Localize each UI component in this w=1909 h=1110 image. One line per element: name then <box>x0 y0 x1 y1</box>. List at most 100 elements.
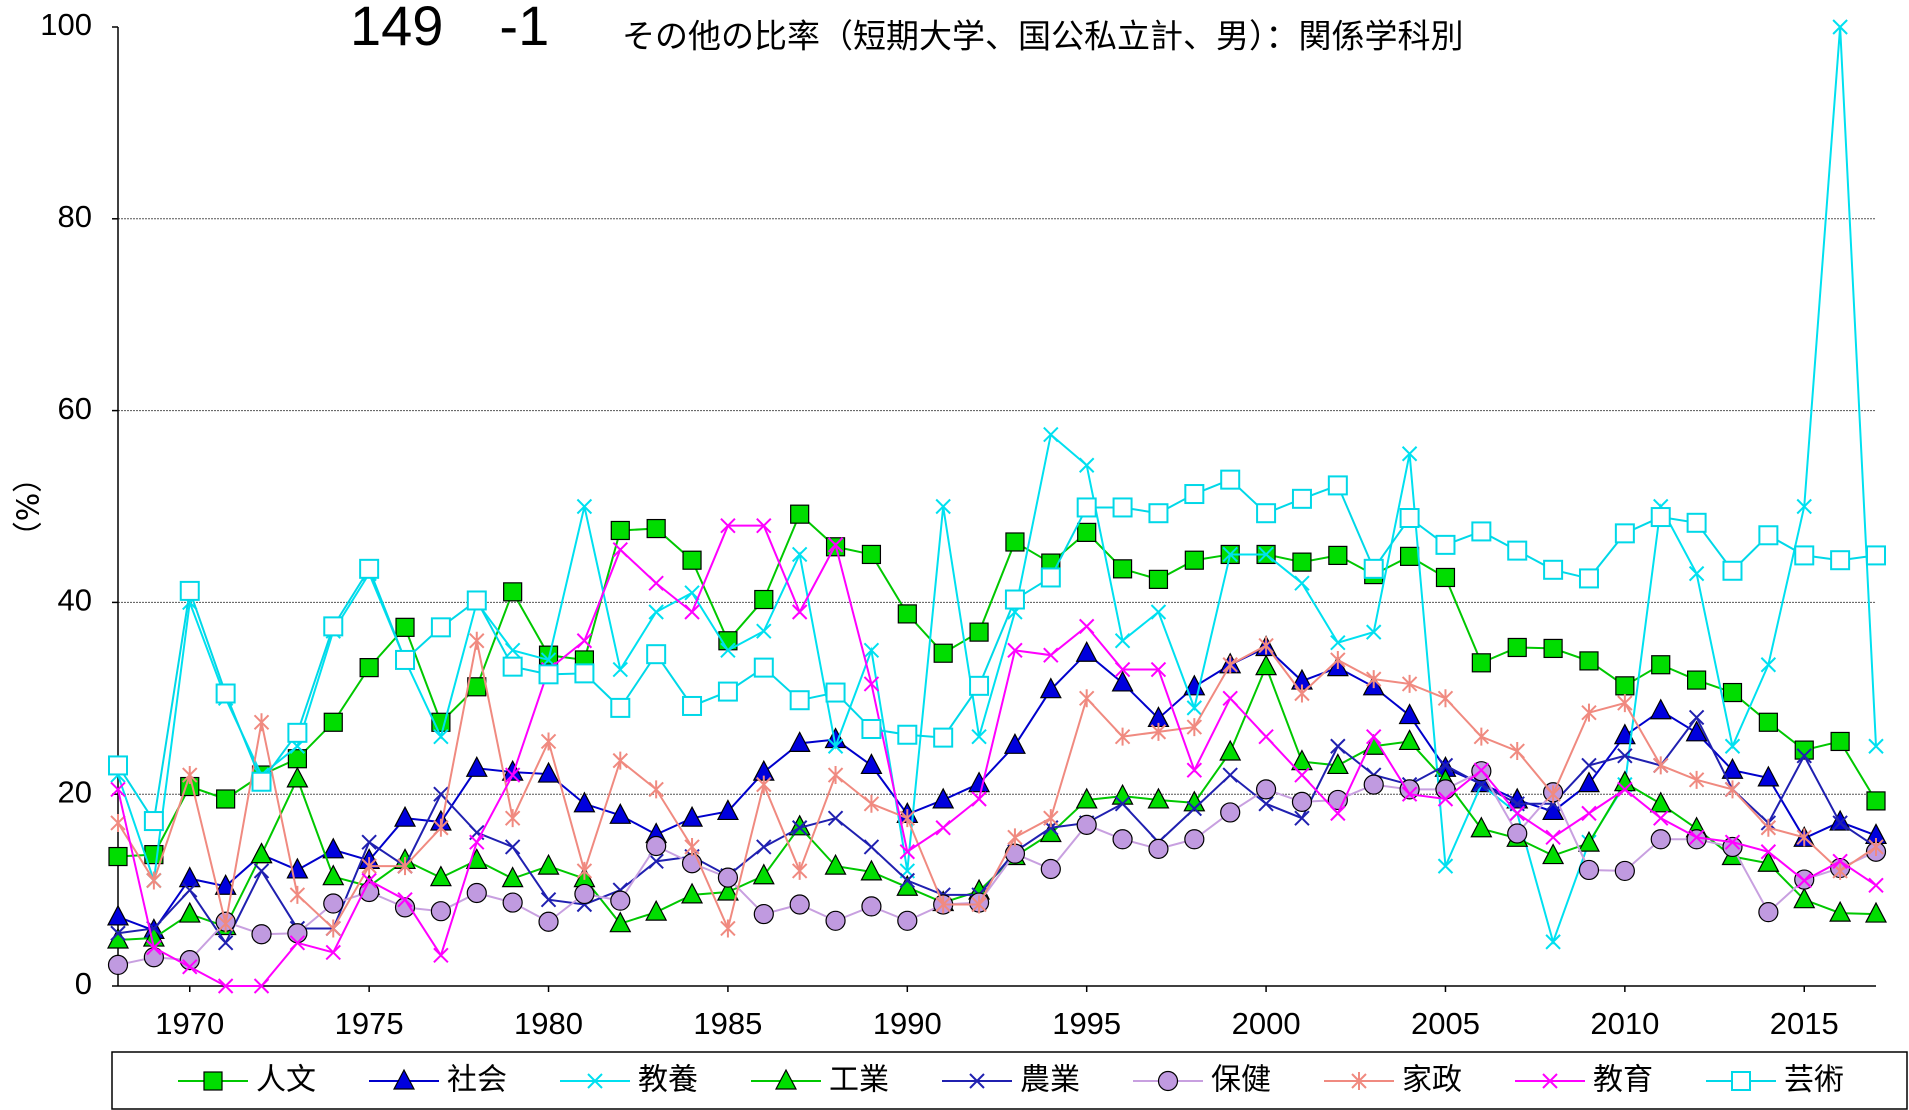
data-point <box>110 925 126 941</box>
data-point <box>1545 829 1561 846</box>
data-point <box>1794 545 1815 566</box>
data-point <box>1437 858 1454 874</box>
data-point <box>1043 809 1059 828</box>
legend-marker <box>203 1071 223 1091</box>
data-point <box>1581 805 1597 822</box>
data-point <box>146 871 162 890</box>
data-point <box>1868 837 1884 856</box>
data-point <box>1757 765 1780 787</box>
data-point <box>1832 19 1848 35</box>
data-point <box>1004 589 1025 610</box>
data-point <box>430 901 451 922</box>
data-point <box>1437 689 1454 708</box>
data-point <box>1866 791 1886 811</box>
data-point <box>720 919 736 938</box>
data-point <box>1330 738 1346 754</box>
data-point <box>860 753 883 775</box>
data-point <box>825 910 846 931</box>
legend-label: 社会 <box>447 1063 507 1098</box>
data-point <box>1114 796 1131 812</box>
data-point <box>1401 446 1418 462</box>
data-point <box>1186 700 1203 716</box>
data-point <box>1078 457 1095 473</box>
data-point <box>108 755 128 776</box>
data-point <box>756 517 772 534</box>
data-point <box>824 853 847 875</box>
data-point <box>107 954 129 976</box>
data-point <box>756 839 772 855</box>
data-point <box>791 820 808 836</box>
data-point <box>682 695 703 716</box>
data-point <box>1758 712 1778 732</box>
data-point <box>1651 655 1671 675</box>
data-point <box>179 580 200 601</box>
data-point <box>1399 546 1420 566</box>
data-point <box>466 590 487 611</box>
data-point <box>322 837 345 859</box>
data-point <box>1473 727 1490 746</box>
legend-marker <box>393 1068 415 1090</box>
data-point <box>791 546 808 563</box>
data-point <box>433 728 449 745</box>
data-point <box>576 633 593 649</box>
data-point <box>1148 503 1169 524</box>
legend-marker <box>969 1073 985 1089</box>
data-point <box>1043 426 1059 443</box>
data-point <box>612 541 628 558</box>
data-point <box>969 622 989 642</box>
legend-label: 教育 <box>1593 1063 1653 1098</box>
legend-label: 家政 <box>1402 1063 1462 1098</box>
data-point <box>1078 618 1095 635</box>
data-point <box>1222 546 1238 563</box>
data-point <box>1868 738 1884 754</box>
data-point <box>645 899 668 921</box>
data-point <box>394 897 416 918</box>
data-point <box>1363 558 1384 579</box>
data-point <box>250 842 273 864</box>
data-point <box>217 935 234 951</box>
series-line <box>117 524 1877 987</box>
x-tick-label: 1970 <box>155 1006 224 1041</box>
data-point <box>897 724 918 745</box>
data-point <box>1649 791 1672 813</box>
data-point <box>1614 523 1635 544</box>
data-point <box>287 722 308 743</box>
data-point <box>359 558 380 579</box>
data-point <box>430 617 451 638</box>
data-point <box>1077 522 1097 542</box>
data-point <box>897 910 918 931</box>
data-point <box>1617 694 1633 713</box>
x-tick-label: 2005 <box>1411 1006 1480 1041</box>
data-point <box>1326 753 1349 775</box>
data-point <box>1868 877 1884 894</box>
data-point <box>395 649 416 670</box>
data-point <box>1796 498 1812 515</box>
data-point <box>1184 829 1205 850</box>
data-point <box>217 914 234 933</box>
data-point <box>684 837 700 856</box>
y-tick-label: 80 <box>58 199 92 234</box>
data-point <box>1581 703 1597 722</box>
series <box>107 654 1887 949</box>
data-point <box>610 697 631 718</box>
data-point <box>1150 722 1167 741</box>
data-point <box>1760 818 1777 837</box>
data-point <box>716 879 739 901</box>
data-point <box>720 642 736 659</box>
data-point <box>646 518 666 539</box>
data-point <box>1255 654 1278 676</box>
data-point <box>1256 503 1277 524</box>
data-point <box>899 844 916 860</box>
data-point <box>1758 525 1779 546</box>
data-point <box>251 771 272 792</box>
data-point <box>1685 720 1708 742</box>
data-point <box>863 676 880 692</box>
data-point <box>1366 670 1382 689</box>
data-point <box>1186 718 1203 737</box>
x-tick-label: 2010 <box>1590 1006 1659 1041</box>
data-point <box>825 682 846 703</box>
data-point <box>253 863 270 879</box>
legend-box <box>111 1051 1908 1110</box>
data-point <box>1578 568 1599 589</box>
data-point <box>1150 661 1167 678</box>
